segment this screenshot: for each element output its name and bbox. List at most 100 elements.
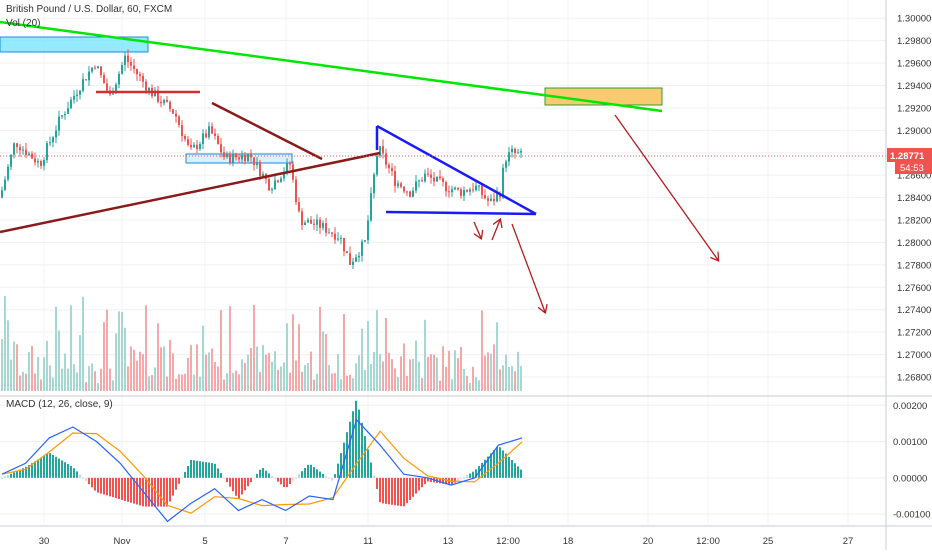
volume-bar xyxy=(247,354,249,391)
price-tick-label: 1.29800 xyxy=(897,36,931,47)
candle-body xyxy=(394,171,396,186)
candle-body xyxy=(1,190,3,198)
volume-bar xyxy=(148,376,150,391)
trend-drawings[interactable] xyxy=(0,20,886,312)
candle-body xyxy=(388,164,390,169)
volume-bar xyxy=(427,356,429,391)
volume-bar xyxy=(313,379,315,391)
volume-bar xyxy=(229,306,231,391)
candle-body xyxy=(472,189,474,191)
macd-histogram-bar xyxy=(391,477,393,505)
volume-bar xyxy=(85,382,87,391)
candle-body xyxy=(4,179,6,191)
macd-histogram-bar xyxy=(304,468,306,478)
volume-bar xyxy=(343,314,345,391)
volume-bar xyxy=(322,331,324,391)
volume-bar xyxy=(187,357,189,391)
candle-body xyxy=(64,113,66,116)
volume-bar xyxy=(289,372,291,391)
candle-body xyxy=(283,172,285,179)
volume-bar xyxy=(472,366,474,391)
volume-bar xyxy=(412,358,414,391)
macd-histogram-bar xyxy=(349,421,351,478)
macd-histogram-bar xyxy=(400,477,402,507)
macd-histogram-bar xyxy=(25,466,27,478)
volume-bar xyxy=(94,371,96,391)
candle-body xyxy=(424,173,426,182)
volume-bar xyxy=(301,371,303,391)
volume-bar xyxy=(10,359,12,391)
macd-histogram-bar xyxy=(31,463,33,478)
volume-bar xyxy=(79,335,81,391)
volume-legend: Vol (20) xyxy=(6,18,41,29)
volume-bar xyxy=(181,374,183,391)
candle-body xyxy=(130,61,132,66)
volume-bar xyxy=(163,346,165,391)
macd-histogram-bar xyxy=(208,462,210,478)
candle-body xyxy=(505,161,507,168)
macd-histogram-bar xyxy=(334,474,336,478)
macd-histogram-bar xyxy=(364,436,366,478)
supply-zone xyxy=(0,36,149,53)
zones[interactable] xyxy=(0,36,663,164)
candle-body xyxy=(454,187,456,190)
candle-body xyxy=(70,99,72,109)
volume-bar xyxy=(127,366,129,391)
macd-histogram-bar xyxy=(403,477,405,507)
volume-bar xyxy=(358,355,360,391)
volume-bar xyxy=(241,359,243,391)
volume-bar xyxy=(46,340,48,391)
macd-histogram-bar xyxy=(211,463,213,478)
macd-histogram-bar xyxy=(82,477,84,479)
price-tick-label: 1.27400 xyxy=(897,305,931,316)
volume-bar xyxy=(436,357,438,391)
candle-body xyxy=(160,101,162,104)
candle-body xyxy=(343,237,345,252)
volume-bar xyxy=(499,369,501,391)
macd-histogram-bar xyxy=(55,456,57,478)
macd-histogram-bar xyxy=(265,470,267,478)
candle-body xyxy=(385,153,387,165)
macd-histogram-bar xyxy=(289,477,291,484)
macd-histogram-bar xyxy=(232,477,234,492)
volume-bar xyxy=(82,296,84,391)
volume-bar xyxy=(190,345,192,391)
macd-histogram-bar xyxy=(166,477,168,507)
macd-histogram-bar xyxy=(148,477,150,507)
candle-body xyxy=(142,75,144,82)
candle-body xyxy=(328,232,330,234)
volume-bar xyxy=(115,333,117,391)
candle-body xyxy=(100,66,102,76)
macd-histogram-bar xyxy=(520,469,522,478)
volume-bar xyxy=(154,367,156,391)
volume-bar xyxy=(19,375,21,391)
volume-bar xyxy=(421,378,423,391)
macd-tick-label: 0.00000 xyxy=(893,473,927,484)
volume-bar xyxy=(64,353,66,391)
candle-body xyxy=(277,180,279,183)
candle-body xyxy=(418,180,420,182)
macd-histogram-bar xyxy=(67,464,69,478)
macd-histogram-bar xyxy=(136,477,138,505)
volume-bar xyxy=(37,356,39,391)
macd-histogram-bar xyxy=(124,477,126,501)
macd-histogram-bar xyxy=(412,477,414,497)
volume-bar xyxy=(91,363,93,391)
macd-histogram-bar xyxy=(118,477,120,500)
price-tick-label: 1.29400 xyxy=(897,81,931,92)
arrow-down-right xyxy=(614,114,718,260)
volume-bar xyxy=(271,361,273,391)
macd-tick-label: 0.00100 xyxy=(893,437,927,448)
volume-bar xyxy=(355,363,357,391)
macd-histogram-bar xyxy=(331,477,333,481)
symbol-title: British Pound / U.S. Dollar, 60, FXCM xyxy=(6,4,173,15)
volume-bar xyxy=(13,341,15,391)
macd-histogram-bar xyxy=(109,477,111,497)
candle-body xyxy=(313,223,315,225)
volume-bar xyxy=(235,370,237,391)
time-tick-label: 20 xyxy=(643,536,654,547)
candle-body xyxy=(361,241,363,256)
macd-histogram-bar xyxy=(268,473,270,478)
